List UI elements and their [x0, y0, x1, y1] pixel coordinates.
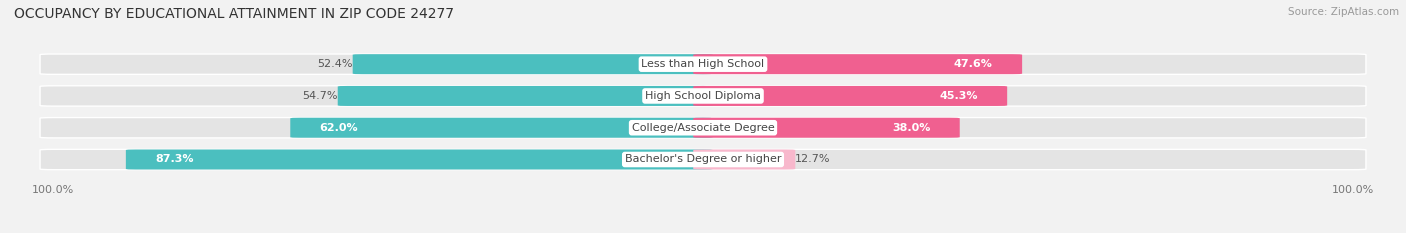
FancyBboxPatch shape	[39, 118, 1367, 138]
FancyBboxPatch shape	[693, 54, 1022, 74]
FancyBboxPatch shape	[693, 118, 960, 138]
FancyBboxPatch shape	[127, 150, 713, 170]
FancyBboxPatch shape	[290, 118, 713, 138]
Text: Bachelor's Degree or higher: Bachelor's Degree or higher	[624, 154, 782, 164]
Text: High School Diploma: High School Diploma	[645, 91, 761, 101]
Text: 87.3%: 87.3%	[155, 154, 194, 164]
Text: 62.0%: 62.0%	[319, 123, 359, 133]
Text: 38.0%: 38.0%	[891, 123, 931, 133]
Text: OCCUPANCY BY EDUCATIONAL ATTAINMENT IN ZIP CODE 24277: OCCUPANCY BY EDUCATIONAL ATTAINMENT IN Z…	[14, 7, 454, 21]
FancyBboxPatch shape	[693, 150, 796, 170]
Text: 52.4%: 52.4%	[318, 59, 353, 69]
Text: Less than High School: Less than High School	[641, 59, 765, 69]
FancyBboxPatch shape	[693, 86, 1007, 106]
Text: 47.6%: 47.6%	[955, 59, 993, 69]
FancyBboxPatch shape	[39, 54, 1367, 74]
FancyBboxPatch shape	[337, 86, 713, 106]
FancyBboxPatch shape	[39, 149, 1367, 170]
FancyBboxPatch shape	[39, 86, 1367, 106]
FancyBboxPatch shape	[353, 54, 713, 74]
Text: Source: ZipAtlas.com: Source: ZipAtlas.com	[1288, 7, 1399, 17]
Text: College/Associate Degree: College/Associate Degree	[631, 123, 775, 133]
Text: 45.3%: 45.3%	[939, 91, 979, 101]
Text: 54.7%: 54.7%	[302, 91, 337, 101]
Text: 12.7%: 12.7%	[796, 154, 831, 164]
